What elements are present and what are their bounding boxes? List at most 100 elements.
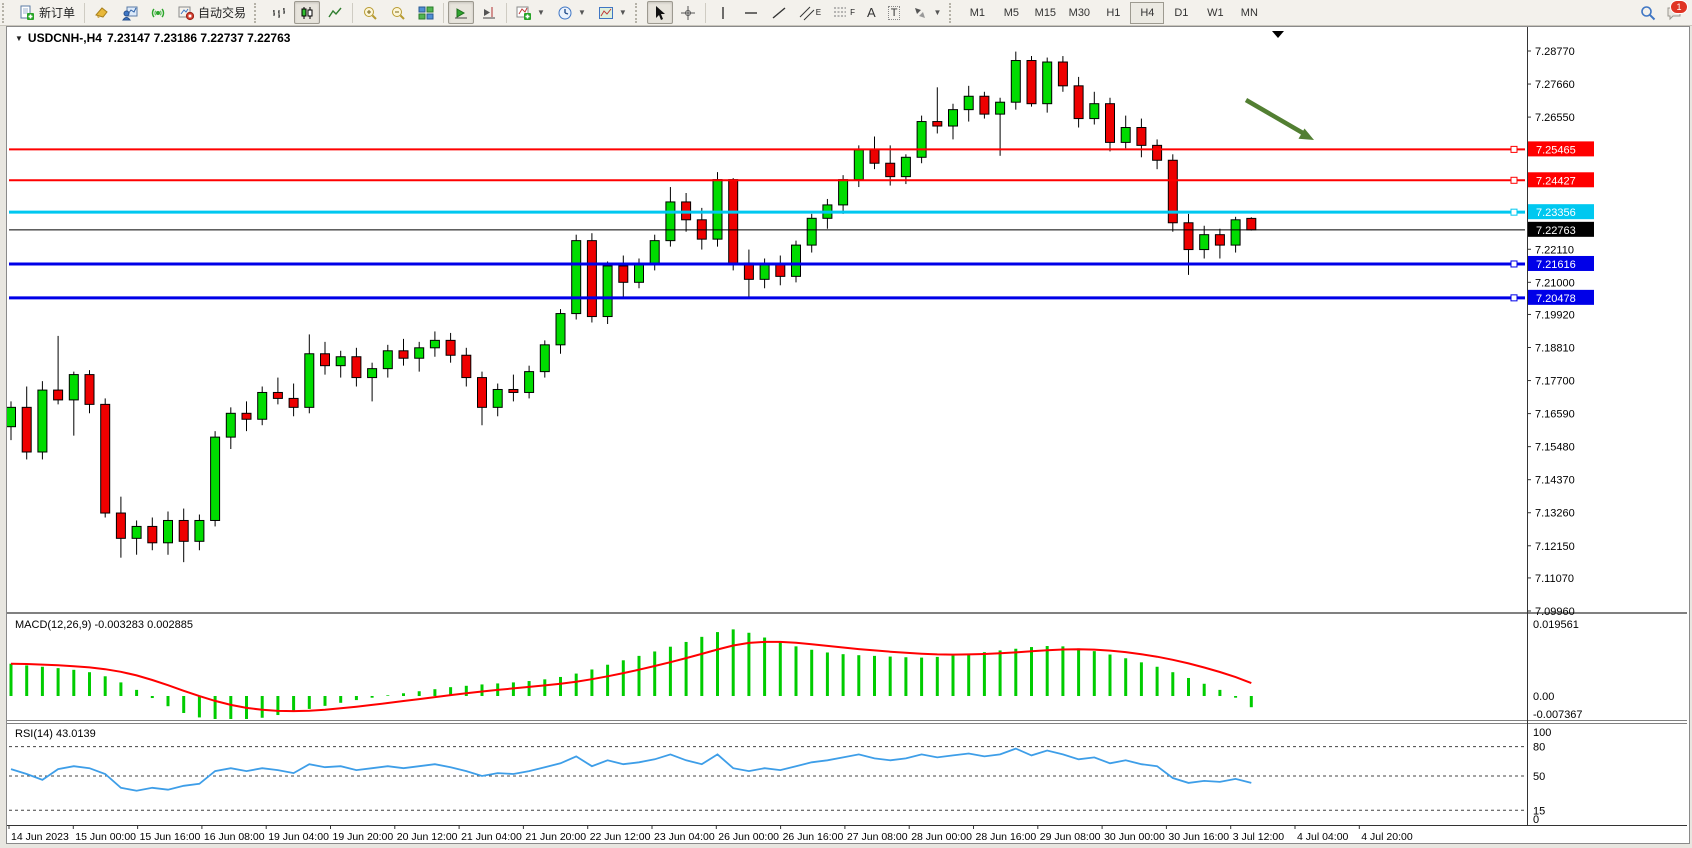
- candle-body: [115, 512, 126, 539]
- time-label: 20 Jun 12:00: [397, 831, 458, 841]
- signals-icon: [151, 8, 165, 17]
- timeframe-button-H4[interactable]: H4: [1130, 1, 1165, 24]
- equidistant-channel-button[interactable]: E: [794, 1, 826, 24]
- autotrading-label: 自动交易: [198, 6, 247, 20]
- time-label: 22 Jun 12:00: [590, 831, 651, 841]
- time-label: 4 Jul 20:00: [1361, 831, 1413, 841]
- timeframe-button-M30[interactable]: M30: [1068, 6, 1091, 19]
- candle-body: [304, 353, 315, 408]
- toolbar-grip[interactable]: [634, 2, 644, 23]
- zoom-in-button[interactable]: [357, 1, 383, 24]
- candle-body: [539, 344, 550, 373]
- candle-body: [853, 149, 864, 181]
- tile-windows-button[interactable]: [413, 1, 439, 24]
- text-button[interactable]: A: [862, 1, 881, 24]
- chart-title-collapse-icon[interactable]: ▼: [15, 33, 23, 43]
- time-label: 4 Jul 04:00: [1297, 831, 1349, 841]
- candle-body: [948, 109, 958, 127]
- price-tick: 7.21000: [1535, 277, 1575, 289]
- signals-button[interactable]: [145, 1, 171, 24]
- timeframe-button-H1[interactable]: H1: [1106, 6, 1121, 19]
- candle-body: [84, 374, 95, 405]
- candle-body: [1042, 61, 1053, 105]
- candle-body: [885, 162, 896, 178]
- candle-body: [367, 368, 378, 379]
- auto-scroll-button[interactable]: [448, 1, 475, 24]
- hline-anchor: [1510, 294, 1518, 302]
- timeframe-button-M5[interactable]: M5: [1003, 6, 1019, 19]
- chart-window[interactable]: ▼ USDCNH-,H4 7.23147 7.23186 7.22737 7.2…: [6, 26, 1690, 844]
- search-icon[interactable]: [1640, 5, 1656, 21]
- indicators-button[interactable]: ▼: [511, 1, 550, 24]
- candle-body: [916, 121, 927, 158]
- textlabel-tool-icon: T: [887, 5, 901, 20]
- candle-body: [492, 388, 503, 408]
- price-tick: 7.28770: [1535, 46, 1575, 58]
- fibonacci-button[interactable]: F: [828, 1, 860, 24]
- notifications-button[interactable]: 1: [1666, 0, 1688, 21]
- candle-body: [932, 121, 943, 127]
- autotrading-button[interactable]: 自动交易: [173, 1, 251, 24]
- timeframe-button-D1[interactable]: D1: [1174, 6, 1189, 19]
- crosshair-button[interactable]: [675, 1, 701, 24]
- macd-axis-max: 0.019561: [1533, 619, 1579, 631]
- chart-shift-icon: [483, 6, 496, 18]
- candle-body: [414, 347, 425, 359]
- price-tick: 7.16590: [1535, 409, 1575, 421]
- toolbar-grip[interactable]: [2, 2, 11, 23]
- vertical-line-button[interactable]: [710, 1, 736, 24]
- cursor-button[interactable]: [646, 1, 673, 24]
- auto-scroll-icon: [455, 7, 468, 18]
- price-tick: 7.12150: [1535, 541, 1575, 553]
- horizontal-line-button[interactable]: [738, 1, 764, 24]
- timeframe-button-W1[interactable]: W1: [1207, 6, 1224, 19]
- periods-caret: ▼: [577, 8, 586, 17]
- time-label: 30 Jun 00:00: [1104, 831, 1165, 841]
- price-tick: 7.18810: [1535, 343, 1575, 355]
- trend-arrow[interactable]: [1244, 98, 1310, 138]
- price-badge-value: 7.24427: [1536, 175, 1576, 187]
- price-badge: [1528, 255, 1594, 271]
- arrows-tool-button[interactable]: ▼: [907, 1, 946, 24]
- time-label: 3 Jul 12:00: [1233, 831, 1285, 841]
- price-tick: 7.13260: [1535, 508, 1575, 520]
- new-order-button[interactable]: 新订单: [14, 1, 80, 24]
- chart-canvas[interactable]: 7.28770 7.27660 7.26550 7.22110 7.21000 7.199…: [7, 27, 1687, 841]
- templates-button[interactable]: ▼: [593, 1, 632, 24]
- strategy-tester-button[interactable]: [117, 1, 143, 24]
- time-label: 19 Jun 04:00: [268, 831, 329, 841]
- chart-shift-marker[interactable]: [1272, 31, 1284, 38]
- chart-shift-button[interactable]: [476, 1, 502, 24]
- candle-body: [869, 149, 880, 164]
- timeframe-button-M15[interactable]: M15: [1034, 6, 1057, 19]
- candle-body: [147, 525, 158, 544]
- candle-body: [272, 391, 283, 399]
- rsi-axis-tick: 80: [1533, 742, 1545, 754]
- crosshair-icon: [680, 5, 695, 20]
- toolbar-grip[interactable]: [949, 2, 958, 23]
- price-badge-value: 7.22763: [1536, 225, 1576, 237]
- candle-body: [288, 397, 299, 408]
- time-label: 29 Jun 08:00: [1040, 831, 1101, 841]
- alerts-button[interactable]: [89, 1, 115, 24]
- candle-body: [524, 371, 535, 393]
- timeframe-button-MN[interactable]: MN: [1240, 6, 1258, 19]
- candle-body: [634, 263, 644, 283]
- new-order-icon: [20, 5, 34, 20]
- bar-chart-button[interactable]: [266, 1, 292, 24]
- candlestick-chart-button[interactable]: [294, 1, 321, 24]
- price-badge-value: 7.21616: [1536, 259, 1576, 271]
- notification-badge: 1: [1670, 0, 1688, 14]
- time-label: 15 Jun 16:00: [140, 831, 201, 841]
- trendline-button[interactable]: [766, 1, 792, 24]
- toolbar-grip[interactable]: [254, 2, 263, 23]
- line-chart-button[interactable]: [322, 1, 348, 24]
- time-label: 28 Jun 00:00: [911, 831, 972, 841]
- timeframe-button-M1[interactable]: M1: [969, 6, 985, 19]
- rsi-axis-tick: 50: [1533, 771, 1545, 783]
- zoom-in-icon: [364, 6, 377, 20]
- text-label-button[interactable]: T: [883, 1, 906, 24]
- zoom-out-button[interactable]: [385, 1, 411, 24]
- periods-button[interactable]: ▼: [552, 1, 591, 24]
- candle-body: [963, 95, 974, 111]
